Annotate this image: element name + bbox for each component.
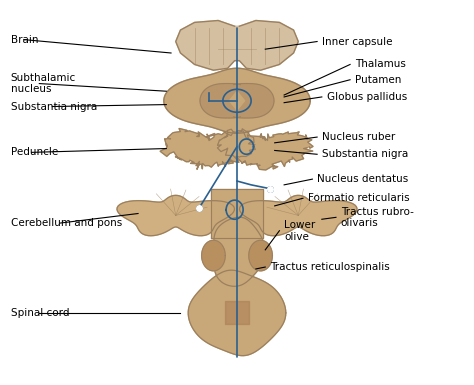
Polygon shape xyxy=(218,129,313,170)
Text: Tractus reticulospinalis: Tractus reticulospinalis xyxy=(270,262,390,272)
Text: Thalamus: Thalamus xyxy=(355,59,406,69)
Polygon shape xyxy=(239,195,357,236)
Text: Globus pallidus: Globus pallidus xyxy=(327,92,407,102)
Text: Cerebellum and pons: Cerebellum and pons xyxy=(11,218,122,228)
Polygon shape xyxy=(164,68,310,133)
Polygon shape xyxy=(201,240,225,271)
Text: Inner capsule: Inner capsule xyxy=(322,37,392,47)
Polygon shape xyxy=(234,84,274,118)
Polygon shape xyxy=(214,217,265,286)
Polygon shape xyxy=(160,129,255,169)
Polygon shape xyxy=(211,189,263,238)
Polygon shape xyxy=(117,195,235,236)
Text: Tractus rubro-
olivaris: Tractus rubro- olivaris xyxy=(341,206,413,228)
Polygon shape xyxy=(188,270,286,356)
Text: Substantia nigra: Substantia nigra xyxy=(11,102,97,112)
Polygon shape xyxy=(200,84,240,118)
Text: Subthalamic
nucleus: Subthalamic nucleus xyxy=(11,73,76,94)
Text: Peduncle: Peduncle xyxy=(11,147,58,157)
Text: Nucleus ruber: Nucleus ruber xyxy=(322,132,395,142)
Text: Lower
olive: Lower olive xyxy=(284,220,315,241)
Text: Putamen: Putamen xyxy=(355,75,401,85)
Text: Substantia nigra: Substantia nigra xyxy=(322,149,408,159)
Text: Nucleus dentatus: Nucleus dentatus xyxy=(317,174,409,184)
Text: Brain: Brain xyxy=(11,35,38,45)
Polygon shape xyxy=(176,20,298,70)
Polygon shape xyxy=(249,240,273,271)
Text: Spinal cord: Spinal cord xyxy=(11,308,69,318)
Text: Formatio reticularis: Formatio reticularis xyxy=(308,193,410,203)
